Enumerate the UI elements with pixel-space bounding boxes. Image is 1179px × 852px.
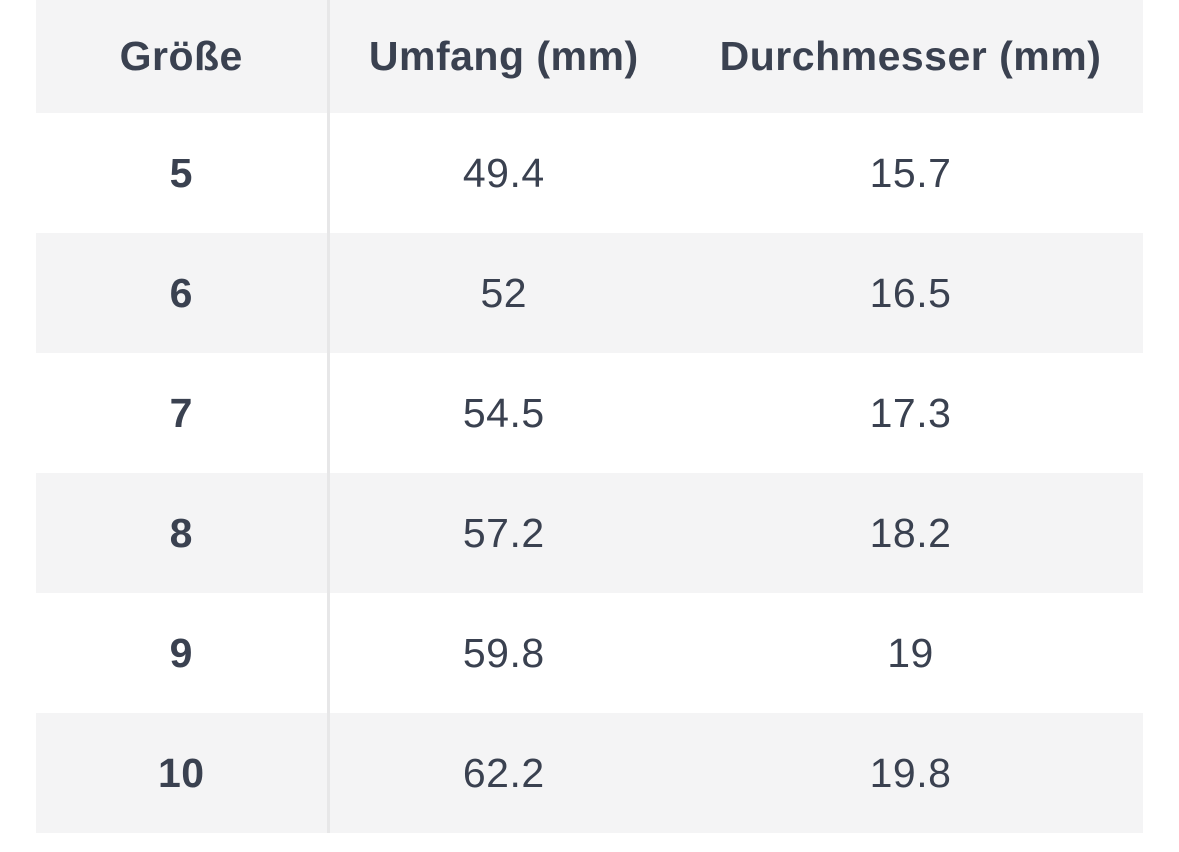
table-row: 8 57.2 18.2 xyxy=(36,473,1143,593)
cell-umfang: 59.8 xyxy=(326,593,678,713)
cell-umfang: 49.4 xyxy=(326,113,678,233)
cell-umfang: 62.2 xyxy=(326,713,678,833)
ring-size-table-container: Größe Umfang (mm) Durchmesser (mm) 5 49.… xyxy=(36,0,1143,833)
table-row: 5 49.4 15.7 xyxy=(36,113,1143,233)
cell-durchmesser: 19 xyxy=(678,593,1143,713)
cell-size: 8 xyxy=(36,473,328,593)
table-header: Größe Umfang (mm) Durchmesser (mm) xyxy=(36,0,1143,113)
cell-durchmesser: 18.2 xyxy=(678,473,1143,593)
cell-size: 9 xyxy=(36,593,328,713)
cell-durchmesser: 15.7 xyxy=(678,113,1143,233)
table-row: 6 52 16.5 xyxy=(36,233,1143,353)
table-body: 5 49.4 15.7 6 52 16.5 7 54.5 17.3 8 57.2… xyxy=(36,113,1143,833)
cell-size: 6 xyxy=(36,233,328,353)
cell-umfang: 54.5 xyxy=(326,353,678,473)
cell-size: 7 xyxy=(36,353,328,473)
cell-umfang: 52 xyxy=(326,233,678,353)
ring-size-table: Größe Umfang (mm) Durchmesser (mm) 5 49.… xyxy=(36,0,1143,833)
cell-durchmesser: 17.3 xyxy=(678,353,1143,473)
cell-umfang: 57.2 xyxy=(326,473,678,593)
header-cell-groesse: Größe xyxy=(36,0,328,113)
cell-durchmesser: 19.8 xyxy=(678,713,1143,833)
cell-size: 5 xyxy=(36,113,328,233)
header-cell-umfang: Umfang (mm) xyxy=(326,0,678,113)
table-row: 9 59.8 19 xyxy=(36,593,1143,713)
cell-size: 10 xyxy=(36,713,328,833)
cell-durchmesser: 16.5 xyxy=(678,233,1143,353)
table-row: 10 62.2 19.8 xyxy=(36,713,1143,833)
header-cell-durchmesser: Durchmesser (mm) xyxy=(678,0,1143,113)
header-row: Größe Umfang (mm) Durchmesser (mm) xyxy=(36,0,1143,113)
table-row: 7 54.5 17.3 xyxy=(36,353,1143,473)
